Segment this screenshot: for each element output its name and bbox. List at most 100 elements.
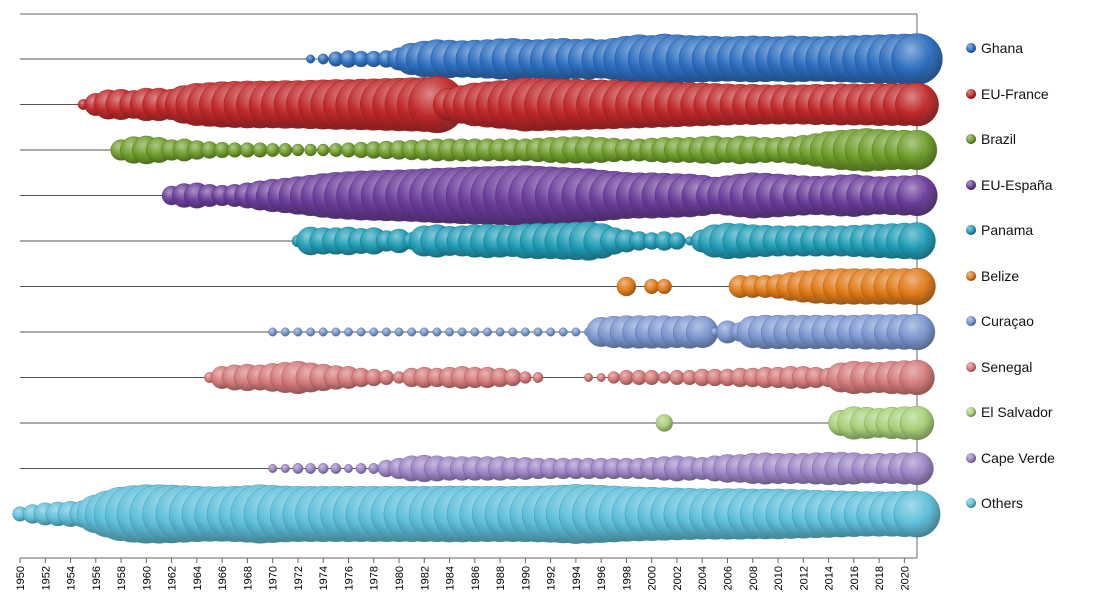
x-tick-label: 1986 <box>470 566 482 590</box>
bubble <box>668 232 686 250</box>
bubble <box>900 451 934 486</box>
legend-item: Curaçao <box>966 312 1034 330</box>
bubble <box>317 53 329 65</box>
bubble <box>644 369 660 386</box>
bubble <box>306 327 316 337</box>
bubble <box>306 54 316 64</box>
x-tick-label: 2018 <box>874 566 886 590</box>
bubble <box>394 327 404 337</box>
bubble <box>292 463 304 474</box>
bubble <box>520 327 530 337</box>
bubble <box>656 278 672 295</box>
x-tick-label: 1968 <box>242 566 254 590</box>
bubble <box>419 327 429 337</box>
bubble <box>895 82 939 127</box>
bubble <box>356 327 366 337</box>
x-tick-label: 1998 <box>621 566 633 590</box>
x-tick-label: 1980 <box>394 566 406 590</box>
x-tick-label: 1960 <box>141 566 153 590</box>
legend-label: Senegal <box>981 358 1033 375</box>
x-tick-label: 1994 <box>571 566 583 590</box>
bubble <box>344 464 353 473</box>
legend-label: Belize <box>981 267 1020 284</box>
x-tick-label: 1992 <box>546 566 558 590</box>
x-tick-label: 1958 <box>116 566 128 590</box>
legend-label: Brazil <box>981 131 1017 147</box>
bubble <box>432 327 442 337</box>
bubble <box>558 327 568 337</box>
legend-item: Ghana <box>966 39 1023 57</box>
x-tick-label: 2016 <box>849 566 861 590</box>
bubble <box>898 267 936 306</box>
x-tick-label: 2014 <box>824 566 836 590</box>
x-tick-label: 2002 <box>672 566 684 590</box>
bubble <box>616 276 637 297</box>
bubble <box>658 371 671 384</box>
x-tick-label: 1996 <box>596 566 608 590</box>
x-tick-label: 1984 <box>445 566 457 590</box>
legend-item: Panama <box>966 221 1033 239</box>
x-tick-label: 2008 <box>748 566 760 590</box>
series-eu-france <box>20 75 939 134</box>
legend-marker-icon <box>966 498 976 508</box>
x-tick-label: 1962 <box>167 566 179 590</box>
series-brazil <box>20 128 938 172</box>
bubble <box>291 143 305 157</box>
bubble <box>305 463 316 474</box>
bubble <box>457 327 467 337</box>
legend-label: EU-France <box>981 85 1049 102</box>
bubble <box>280 327 290 337</box>
series-others <box>12 484 941 544</box>
x-tick-label: 1976 <box>343 566 355 590</box>
bubble <box>896 129 938 171</box>
bubble <box>470 327 480 337</box>
bubble <box>368 463 380 474</box>
bubble <box>331 327 341 337</box>
bubble <box>607 371 620 384</box>
bubble <box>328 143 343 157</box>
bubble <box>445 327 454 337</box>
series-ghana <box>20 33 943 85</box>
bubble <box>378 369 394 386</box>
bubble <box>268 327 278 337</box>
x-tick-label: 2004 <box>697 566 709 590</box>
legend-marker-icon <box>966 361 976 372</box>
bubble <box>899 405 935 441</box>
legend-marker-icon <box>966 88 976 99</box>
legend-marker-icon <box>966 407 976 417</box>
legend-item: EU-España <box>966 176 1053 194</box>
bubble <box>655 414 674 432</box>
legend-label: Curaçao <box>981 313 1034 329</box>
bubble <box>355 463 367 474</box>
x-tick-label: 2006 <box>722 566 734 590</box>
series-eu-espa-a <box>20 165 938 226</box>
bubble <box>293 327 303 337</box>
bubble <box>268 464 278 473</box>
legend-item: Others <box>966 494 1023 512</box>
bubble <box>584 373 593 382</box>
bubble <box>344 327 353 337</box>
x-tick-label: 2010 <box>773 566 785 590</box>
legend-marker-icon <box>966 316 976 326</box>
bubble <box>369 327 379 337</box>
bubble <box>508 327 518 337</box>
legend-item: El Salvador <box>966 403 1053 421</box>
bubble <box>532 372 544 383</box>
series-senegal <box>20 359 935 396</box>
bubble <box>318 327 328 337</box>
bubble <box>280 464 290 473</box>
bubble <box>381 327 391 337</box>
x-tick-label: 1966 <box>217 566 229 590</box>
x-tick-label: 1952 <box>40 566 52 590</box>
x-tick-label: 1956 <box>91 566 103 590</box>
x-tick-label: 1954 <box>66 566 78 590</box>
legend-label: Cape Verde <box>981 449 1055 466</box>
bubble <box>533 327 543 337</box>
x-tick-label: 2020 <box>899 566 911 590</box>
legend-label: Others <box>981 495 1024 511</box>
legend-label: Ghana <box>981 40 1024 56</box>
legend-marker-icon <box>966 270 976 281</box>
legend-label: Panama <box>981 222 1034 238</box>
bubble <box>899 359 935 396</box>
